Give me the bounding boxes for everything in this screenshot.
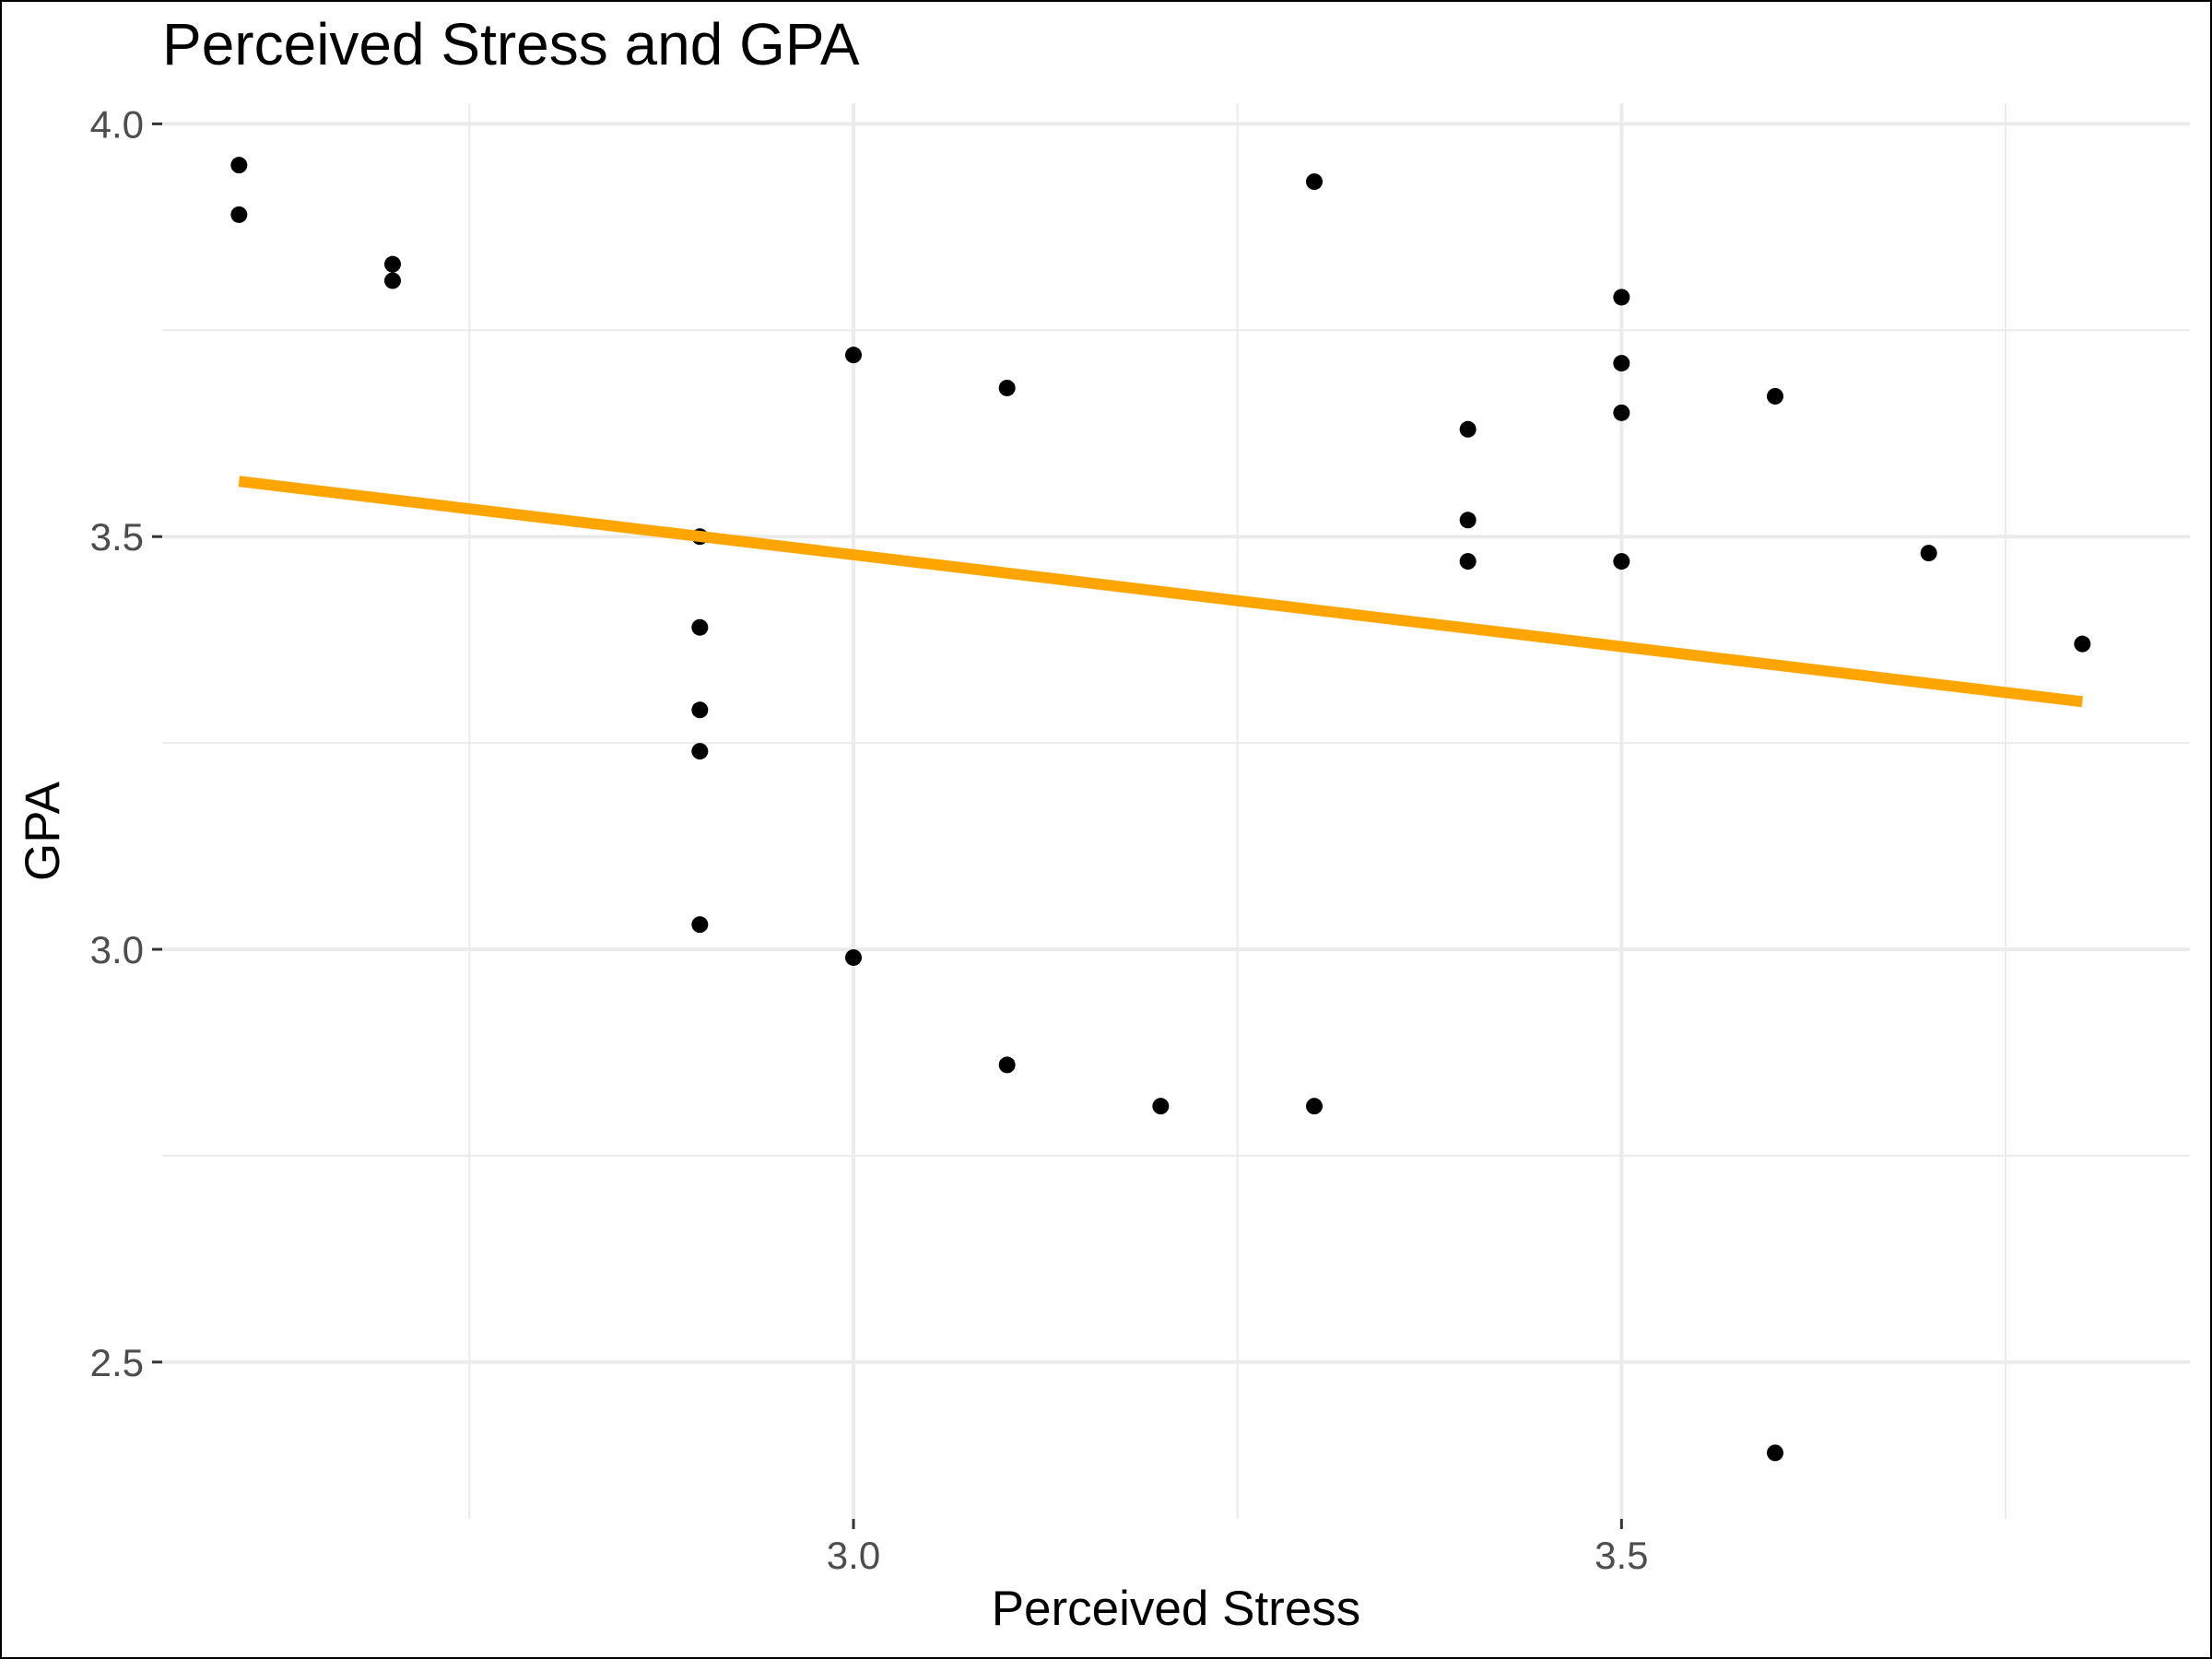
data-point	[691, 618, 709, 636]
data-point	[998, 1056, 1016, 1074]
data-point	[2074, 635, 2091, 653]
data-point	[691, 701, 709, 719]
data-point	[1920, 545, 1937, 562]
data-points	[230, 157, 2091, 1462]
axis-ticks: 3.0 3.5 2.5 3.0 3.5 4.0	[90, 102, 1649, 1577]
data-point	[998, 379, 1016, 396]
data-point	[1306, 1098, 1323, 1115]
data-point	[845, 347, 862, 364]
y-tick-label: 3.5	[90, 515, 144, 559]
data-point	[384, 255, 401, 273]
data-point	[230, 206, 248, 223]
x-tick-label: 3.5	[1594, 1534, 1648, 1577]
minor-grid	[162, 103, 2190, 1519]
data-point	[1459, 553, 1477, 571]
data-point	[1152, 1098, 1170, 1115]
x-tick-label: 3.0	[827, 1534, 880, 1577]
data-point	[1613, 404, 1630, 421]
data-point	[1613, 355, 1630, 372]
data-point	[1459, 512, 1477, 529]
data-point	[384, 272, 401, 289]
data-point	[230, 157, 248, 174]
x-axis-title: Perceived Stress	[992, 1582, 1361, 1636]
data-point	[1767, 1444, 1783, 1462]
data-point	[845, 948, 862, 966]
data-point	[1767, 387, 1783, 405]
y-axis-title: GPA	[16, 781, 70, 881]
data-point	[691, 916, 709, 934]
data-point	[1613, 288, 1630, 306]
chart-title: Perceived Stress and GPA	[162, 11, 860, 77]
y-tick-label: 3.0	[90, 928, 144, 971]
trend-line-group	[238, 476, 2084, 708]
data-point	[1459, 420, 1477, 438]
data-point	[1306, 173, 1323, 191]
data-point	[691, 743, 709, 760]
major-grid	[162, 103, 2190, 1519]
y-tick-label: 4.0	[90, 102, 144, 146]
trend-line	[238, 476, 2084, 708]
y-tick-label: 2.5	[90, 1341, 144, 1384]
data-point	[1613, 553, 1630, 571]
